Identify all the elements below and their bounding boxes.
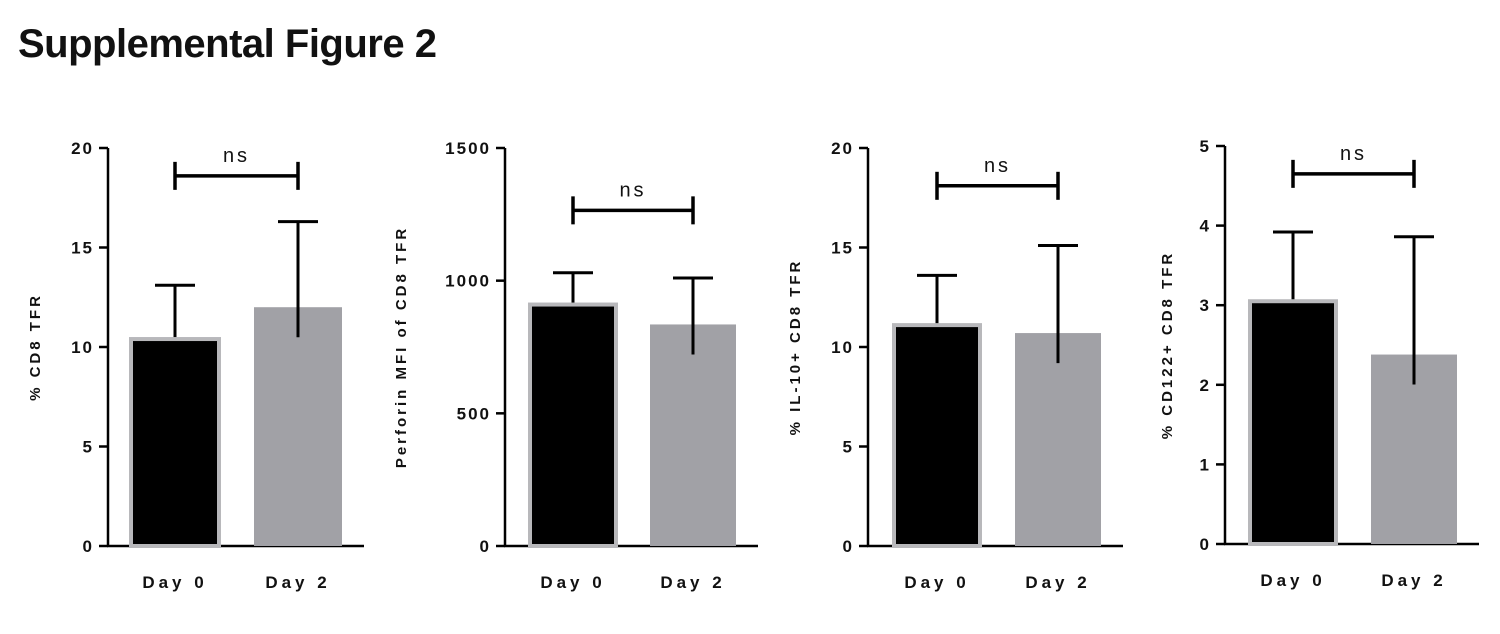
y-tick-label: 0 [83, 537, 94, 556]
y-tick-label: 0 [843, 537, 854, 556]
bar-day0 [892, 323, 982, 548]
y-tick-label: 0 [1200, 535, 1211, 554]
chart-panel-1: 0 5 10 15 20 % CD8 TFR Day 0 Day 2 ns [27, 139, 364, 592]
significance-label: ns [984, 155, 1011, 177]
significance-label: ns [223, 145, 250, 167]
bar-day2 [1015, 333, 1101, 546]
y-tick-label: 10 [71, 338, 94, 357]
bar-day0 [129, 337, 221, 549]
y-tick-label: 15 [71, 239, 94, 258]
bar-day2 [650, 324, 736, 546]
y-tick-label: 10 [831, 338, 854, 357]
bar-day2 [254, 307, 342, 546]
bar-day0 [528, 302, 618, 548]
y-tick-label: 4 [1200, 217, 1211, 236]
y-axis-label: % IL-10+ CD8 TFR [787, 259, 804, 436]
x-category-label: Day 0 [540, 573, 605, 592]
significance-label: ns [1340, 143, 1367, 165]
y-tick-label: 1 [1200, 455, 1211, 474]
y-tick-label: 5 [83, 438, 94, 457]
y-tick-label: 1500 [445, 139, 491, 158]
y-tick-label: 3 [1200, 296, 1211, 315]
significance-label: ns [619, 179, 646, 201]
x-category-label: Day 0 [1260, 571, 1325, 590]
y-tick-label: 1000 [445, 272, 491, 291]
y-axis-label: % CD8 TFR [27, 293, 44, 401]
x-category-label: Day 2 [1381, 571, 1446, 590]
figure-title: Supplemental Figure 2 [18, 22, 437, 66]
x-category-label: Day 2 [660, 573, 725, 592]
bar-day0 [1248, 299, 1338, 546]
y-tick-label: 15 [831, 239, 854, 258]
x-category-label: Day 2 [265, 573, 330, 592]
y-tick-label: 2 [1200, 376, 1211, 395]
y-tick-label: 5 [843, 438, 854, 457]
y-tick-label: 20 [831, 139, 854, 158]
x-category-label: Day 0 [142, 573, 207, 592]
y-tick-label: 500 [457, 404, 491, 423]
y-axis-label: Perforin MFI of CD8 TFR [393, 226, 410, 468]
x-category-label: Day 2 [1025, 573, 1090, 592]
chart-panel-4: 0 1 2 3 4 5 % CD122+ CD8 TFR Day 0 Day 2 ns [1159, 137, 1479, 590]
y-tick-label: 5 [1200, 137, 1211, 156]
y-axis-label: % CD122+ CD8 TFR [1159, 251, 1176, 439]
chart-panel-2: 0 500 1000 1500 Perforin MFI of CD8 TFR Day 0… [393, 139, 758, 592]
y-tick-label: 20 [71, 139, 94, 158]
chart-panel-3: 0 5 10 15 20 % IL-10+ CD8 TFR Day 0 Day 2 ns [787, 139, 1123, 592]
y-tick-label: 0 [480, 537, 491, 556]
x-category-label: Day 0 [904, 573, 969, 592]
bar-day2 [1371, 354, 1457, 544]
